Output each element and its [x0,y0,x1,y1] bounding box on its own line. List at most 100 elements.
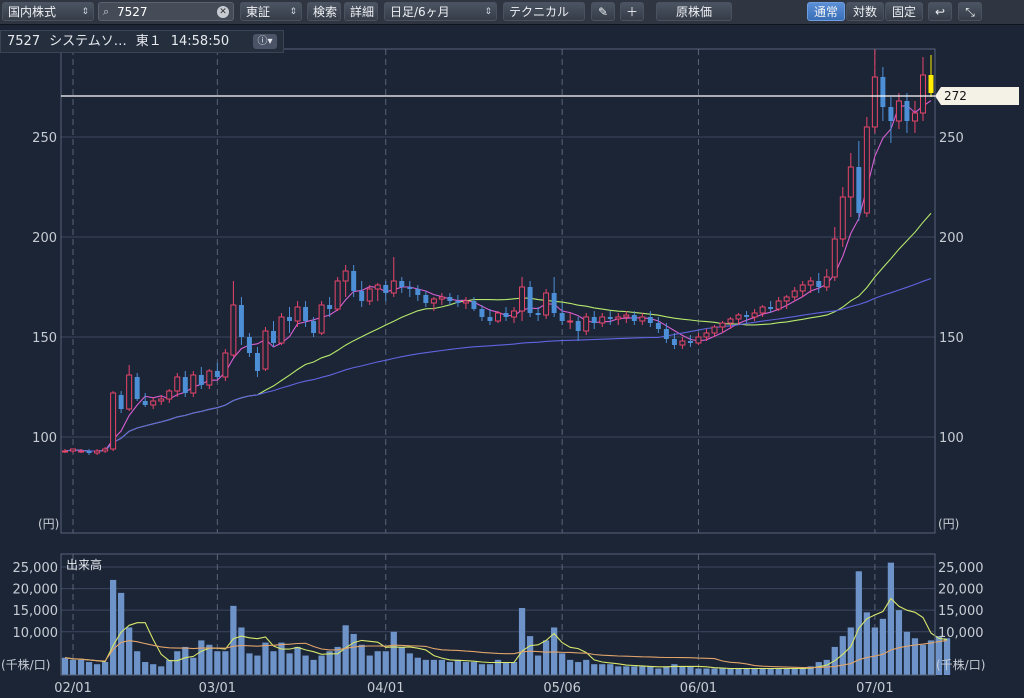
candle-body [671,339,677,345]
candle-body [327,305,333,309]
search-button[interactable]: 検索 [307,2,341,21]
search-icon: ⌕ [103,5,110,18]
clear-icon[interactable]: ✕ [217,6,229,18]
volume-bar [583,659,590,675]
volume-bar [214,651,221,675]
candle-body [759,306,766,314]
technical-button[interactable]: テクニカル [503,2,585,21]
market-select-label: 国内株式 [8,5,57,19]
axis-labels: 100 100 150 150 200 200 250 250 10,000 10,000 15,0… [13,131,984,696]
price-tick-right: 250 [939,131,964,146]
candle-body [631,315,637,321]
volume-bar [863,612,870,675]
volume-bar [567,659,574,675]
volume-bar [430,659,437,675]
candle-body [511,310,518,318]
volume-bar [69,659,77,675]
volume-unit-right: (千株/口) [936,657,985,672]
volume-bar [198,640,205,675]
chevron-updown-icon: ⇕ [289,7,297,17]
scale-normal-button[interactable]: 通常 [807,2,845,21]
date-tick: 02/01 [54,681,91,696]
volume-panel-border [60,553,936,676]
volume-bar [286,653,293,675]
volume-bar [366,655,373,675]
candle-body [351,271,357,291]
volume-bar [101,662,109,675]
candle-body [318,304,325,334]
volume-bar [478,664,486,675]
candle-body [711,326,718,334]
candle-body [214,371,220,377]
original-price-button[interactable]: 原株価 [656,2,732,21]
candle-body [639,316,646,322]
volume-bar [93,664,101,675]
volume-bar [815,662,822,675]
period-select[interactable]: 日足/6ヶ月 ⇕ [384,2,497,21]
price-panel-border [60,48,936,534]
volume-bar [895,610,903,675]
pencil-icon[interactable]: ✎ [591,2,615,21]
volume-bar [334,646,341,675]
volume-bar [607,664,614,675]
volume-bar [727,668,734,675]
candle-body [374,284,381,290]
stock-code: 7527 [7,34,41,49]
volume-bar [502,662,510,675]
volume-bar [799,668,806,675]
chevron-updown-icon: ⇕ [484,7,492,17]
market-select[interactable]: 国内株式 ⇕ [2,2,94,21]
volume-bar [470,662,478,675]
candle-body [70,448,77,452]
volume-bar [943,638,951,675]
volume-bar [695,668,702,675]
volume-bar [526,636,534,675]
search-field[interactable]: ⌕ 7527 ✕ [98,2,234,21]
volume-bar [879,618,887,675]
scale-fixed-button[interactable]: 固定 [885,2,923,21]
price-tick-left: 200 [32,231,57,246]
scale-log-button[interactable]: 対数 [846,2,884,21]
volume-bar [599,664,606,675]
search-input[interactable]: 7527 [117,5,148,19]
volume-bar [61,657,69,675]
period-select-label: 日足/6ヶ月 [390,5,450,19]
price-unit-left: (円) [38,517,59,531]
volume-bar [791,668,798,675]
candle-body [86,451,92,453]
plus-icon[interactable]: ＋ [620,2,644,21]
exchange-select[interactable]: 東証 ⇕ [240,2,302,21]
candle-body [278,316,285,344]
current-price-label: 272 [944,89,967,103]
candle-body [503,313,509,317]
candle-body [174,376,181,392]
volume-bar [919,644,927,675]
stock-exchange: 東１ [135,34,162,49]
detail-button[interactable]: 詳細 [344,2,378,21]
volume-bar [438,659,445,675]
candle-body [150,400,157,406]
ma-short-line [64,100,932,452]
candle-body [583,316,590,332]
candle-body [775,300,782,310]
ma-long-line [64,277,932,452]
volume-bar [254,655,261,675]
candle-body [287,317,293,321]
candle-body [182,377,188,393]
candle-body [871,76,878,128]
candle-body [334,280,341,310]
candle-body [719,322,726,328]
price-unit-right: (円) [938,517,959,531]
collapse-icon[interactable]: ⤡ [958,2,982,21]
volume-bar [342,625,349,675]
candle-body [679,340,686,346]
volume-bar [294,646,301,675]
candle-body [271,331,276,343]
volume-bar [398,646,405,675]
volume-bar [615,666,622,675]
candle-body [126,374,133,410]
info-icon[interactable]: ⓘ▾ [253,34,277,49]
undo-icon[interactable]: ↩ [928,2,952,21]
volume-bar [278,642,285,675]
